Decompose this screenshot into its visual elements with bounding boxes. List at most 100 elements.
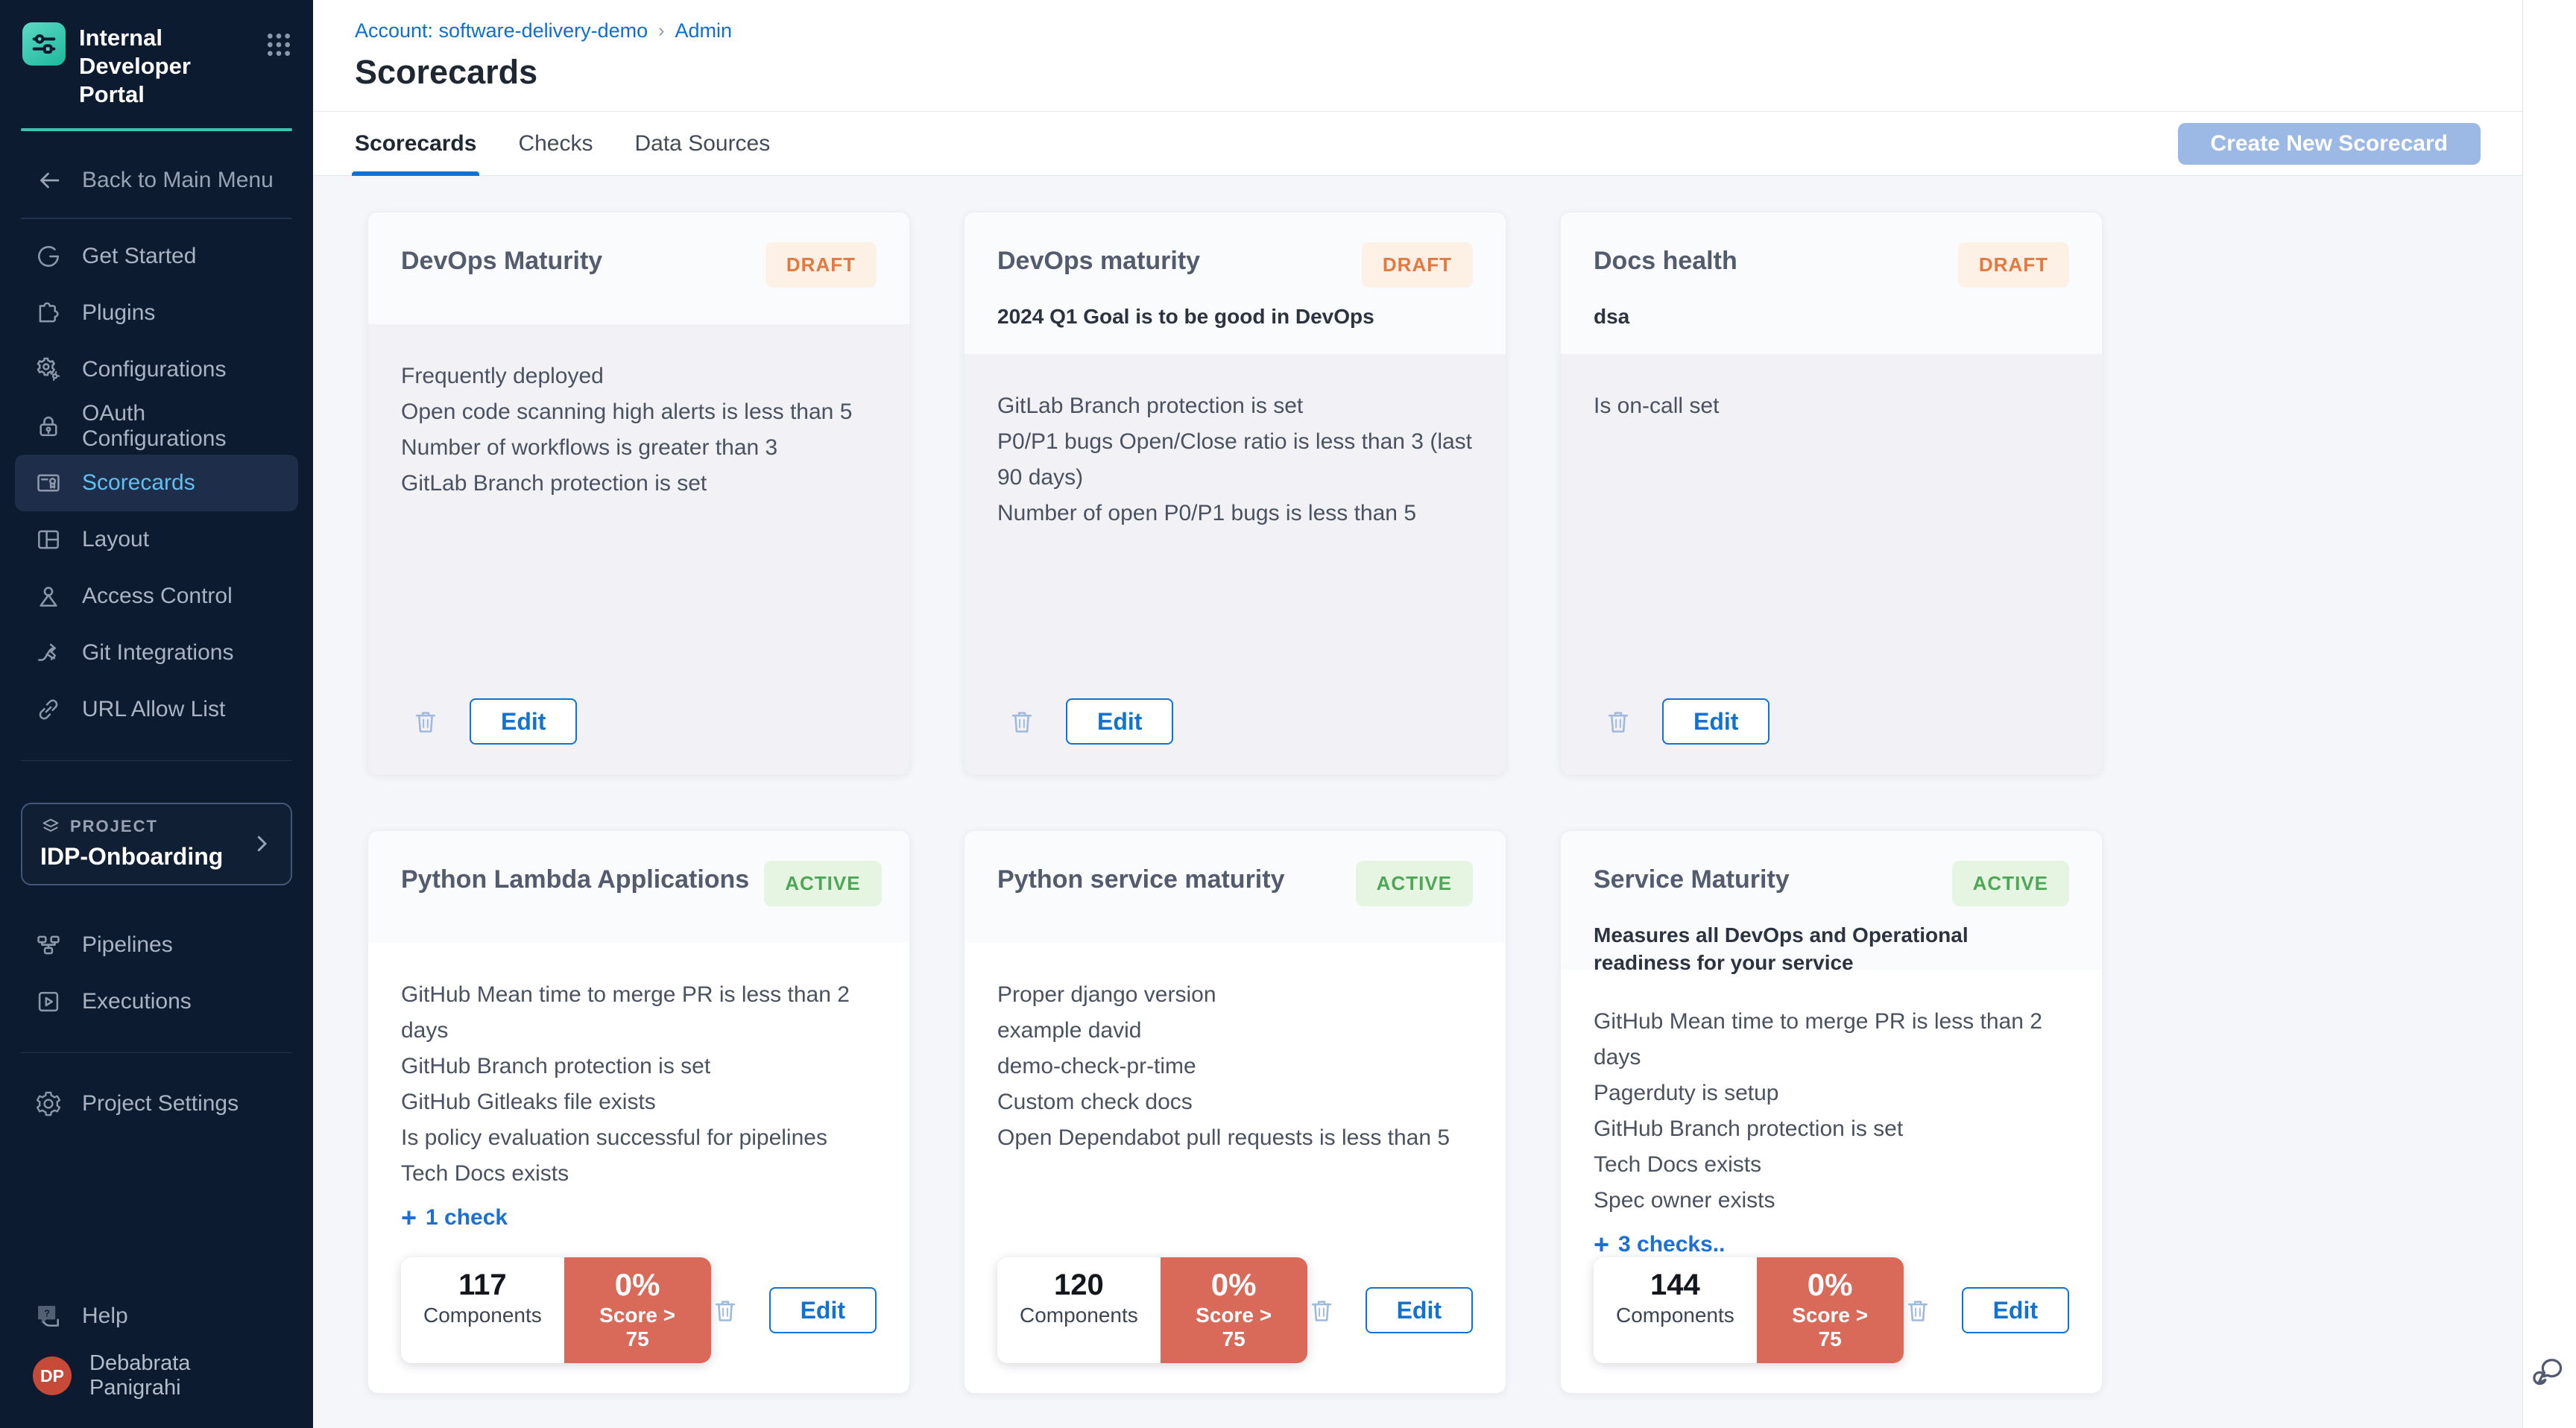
- score-threshold-label: Score > 75: [599, 1304, 676, 1350]
- tab-scorecards[interactable]: Scorecards: [351, 112, 480, 176]
- components-stat: 120 Components: [997, 1257, 1161, 1363]
- check-item: GitHub Branch protection is set: [401, 1054, 711, 1078]
- layers-icon: [42, 818, 59, 832]
- card-title: Service Maturity: [1594, 865, 1790, 894]
- project-info: PROJECT IDP-Onboarding: [40, 816, 250, 871]
- card-body: Proper django version example david demo-c…: [965, 943, 1506, 1393]
- project-nav: Pipelines Executions: [0, 911, 313, 1030]
- check-item: Tech Docs exists: [401, 1161, 569, 1186]
- scorecard-card: DevOps maturity DRAFT 2024 Q1 Goal is to b…: [964, 212, 1506, 775]
- sidebar-item-executions[interactable]: Executions: [15, 973, 298, 1030]
- create-new-scorecard-button[interactable]: Create New Scorecard: [2177, 122, 2481, 165]
- breadcrumb-separator-icon: ›: [658, 20, 665, 41]
- components-label: Components: [1616, 1304, 1734, 1327]
- check-item: Open code scanning high alerts is less t…: [401, 399, 853, 424]
- sidebar-item-project-settings[interactable]: Project Settings: [15, 1075, 298, 1132]
- more-checks-link[interactable]: +1 check: [401, 1202, 877, 1233]
- sidebar-item-oauth-configurations[interactable]: OAuth Configurations: [15, 398, 298, 455]
- user-menu[interactable]: DP Debabrata Panigrahi: [15, 1349, 298, 1403]
- back-to-main-menu[interactable]: Back to Main Menu: [0, 164, 313, 197]
- support-chat-icon[interactable]: [2532, 1355, 2566, 1389]
- delete-scorecard-button[interactable]: [1904, 1292, 1936, 1328]
- card-title: DevOps maturity: [997, 247, 1201, 275]
- check-item: GitHub Mean time to merge PR is less tha…: [1594, 1009, 2042, 1070]
- check-item: GitLab Branch protection is set: [401, 471, 707, 496]
- scorecards-content: DevOps Maturity DRAFT Frequently deployed O…: [313, 160, 2522, 1428]
- avatar: DP: [33, 1356, 72, 1395]
- sidebar-item-label: Scorecards: [82, 470, 195, 495]
- card-header: DevOps Maturity DRAFT: [368, 212, 909, 324]
- url-allow-list-icon: [34, 695, 63, 724]
- app-grid-icon[interactable]: [264, 30, 294, 60]
- sidebar-item-label: Project Settings: [82, 1091, 239, 1116]
- stats-chip: 117 Components 0% Score > 75: [401, 1257, 711, 1363]
- sidebar-item-plugins[interactable]: Plugins: [15, 285, 298, 341]
- sidebar-item-pipelines[interactable]: Pipelines: [15, 917, 298, 973]
- score-value: 0%: [1210, 1267, 1257, 1302]
- delete-scorecard-button[interactable]: [411, 704, 444, 739]
- page-title: Scorecards: [355, 53, 538, 91]
- user-name: Debabrata Panigrahi: [89, 1351, 191, 1400]
- delete-scorecard-button[interactable]: [711, 1292, 744, 1328]
- sidebar-item-label: Pipelines: [82, 932, 173, 957]
- more-checks-link[interactable]: +3 checks..: [1594, 1231, 2069, 1258]
- score-value: 0%: [614, 1267, 660, 1302]
- edit-scorecard-button[interactable]: Edit: [1365, 1287, 1473, 1333]
- scorecard-card: Python service maturity ACTIVE Proper djan…: [964, 830, 1506, 1394]
- trash-icon: [1008, 706, 1041, 737]
- sidebar-item-access-control[interactable]: Access Control: [15, 568, 298, 625]
- card-footer: Edit: [1594, 698, 2069, 745]
- sidebar-item-get-started[interactable]: Get Started: [15, 228, 298, 285]
- breadcrumb-account-link[interactable]: Account: software-delivery-demo: [355, 19, 648, 42]
- components-label: Components: [423, 1304, 542, 1327]
- card-body: Is on-call set Edit: [1561, 354, 2102, 774]
- sidebar-item-label: Git Integrations: [82, 640, 234, 665]
- delete-scorecard-button[interactable]: [1307, 1292, 1340, 1328]
- check-item: GitHub Branch protection is set: [1594, 1116, 1904, 1141]
- breadcrumb-admin-link[interactable]: Admin: [675, 19, 733, 42]
- stats-chip: 120 Components 0% Score > 75: [997, 1257, 1307, 1363]
- card-title: Python Lambda Applications: [401, 865, 750, 894]
- check-item: Is on-call set: [1594, 394, 1720, 418]
- check-item: Is policy evaluation successful for pipe…: [401, 1125, 827, 1150]
- edit-scorecard-button[interactable]: Edit: [768, 1287, 877, 1333]
- tab-bar: Scorecards Checks Data Sources Create New S…: [313, 112, 2522, 176]
- edit-scorecard-button[interactable]: Edit: [1066, 698, 1174, 745]
- delete-scorecard-button[interactable]: [1008, 704, 1041, 739]
- plus-icon: +: [401, 1202, 417, 1233]
- edit-scorecard-button[interactable]: Edit: [470, 698, 578, 745]
- project-selector[interactable]: PROJECT IDP-Onboarding: [21, 803, 292, 885]
- check-item: Proper django version: [997, 982, 1216, 1007]
- sidebar: Internal Developer Portal Back to Main M…: [0, 0, 313, 1428]
- delete-scorecard-button[interactable]: [1604, 704, 1637, 739]
- sidebar-divider: [21, 218, 292, 219]
- tab-checks[interactable]: Checks: [518, 130, 593, 156]
- configurations-icon: [34, 356, 63, 384]
- sidebar-item-label: Plugins: [82, 300, 156, 325]
- sidebar-item-url-allow-list[interactable]: URL Allow List: [15, 681, 298, 738]
- trash-icon: [711, 1295, 744, 1326]
- git-integrations-icon: [34, 639, 63, 667]
- check-item: Frequently deployed: [401, 364, 604, 388]
- status-badge: ACTIVE: [1951, 861, 2069, 906]
- plugins-icon: [34, 299, 63, 327]
- project-eyebrow: PROJECT: [70, 817, 158, 835]
- sidebar-item-scorecards[interactable]: Scorecards: [15, 455, 298, 511]
- sidebar-item-configurations[interactable]: Configurations: [15, 341, 298, 398]
- sidebar-item-git-integrations[interactable]: Git Integrations: [15, 625, 298, 681]
- app-logo-icon: [22, 22, 66, 66]
- card-header: Python service maturity ACTIVE: [965, 831, 1506, 943]
- edit-scorecard-button[interactable]: Edit: [1662, 698, 1770, 745]
- trash-icon: [411, 706, 444, 737]
- check-item: Pagerduty is setup: [1594, 1081, 1779, 1105]
- trash-icon: [1604, 706, 1637, 737]
- pipelines-icon: [34, 931, 63, 959]
- sidebar-item-help[interactable]: ? Help: [15, 1288, 298, 1345]
- tab-data-sources[interactable]: Data Sources: [634, 130, 771, 156]
- check-item: Number of open P0/P1 bugs is less than 5: [997, 501, 1417, 525]
- scorecard-card: Python Lambda Applications ACTIVE GitHub M…: [367, 830, 910, 1394]
- sidebar-item-layout[interactable]: Layout: [15, 511, 298, 568]
- layout-icon: [34, 525, 63, 554]
- edit-scorecard-button[interactable]: Edit: [1961, 1287, 2069, 1333]
- card-footer: Edit: [401, 698, 877, 745]
